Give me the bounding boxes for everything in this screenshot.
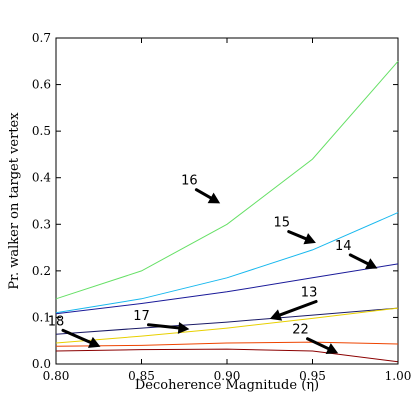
annotation-arrow-17 [147,323,180,330]
annotation-layer: 16 15 14 13 17 18 22 [48,174,378,354]
x-tick-label: 1.00 [385,369,412,383]
annotation-arrow-13 [278,299,318,317]
annotation-arrow-18 [61,328,92,344]
x-tick-label: 0.80 [43,369,70,383]
y-tick-label: 0.5 [32,124,51,138]
y-tick-label: 0.0 [32,357,51,371]
annotation-label-16: 16 [181,174,198,189]
y-tick-label: 0.4 [32,171,51,185]
series-line-18 [55,341,399,347]
annotation-label-22: 22 [292,323,309,338]
annotation-arrowhead-15 [303,233,316,245]
annotation-label-15: 15 [273,216,290,231]
y-tick-label: 0.2 [32,264,51,278]
annotation-arrowhead-22 [325,343,339,354]
annotation-arrow-16 [194,188,213,200]
series-line-15 [55,212,399,314]
y-tick-label: 0.7 [32,31,51,45]
annotation-arrowhead-14 [364,258,378,269]
series-line-13 [55,307,399,335]
x-tick-label: 0.90 [214,369,241,383]
annotation-label-18: 18 [48,314,65,329]
annotation-arrowhead-13 [269,309,283,321]
series-layer [55,60,399,363]
x-axis-label: Decoherence Magnitude (η) [135,378,319,393]
annotation-label-17: 17 [133,309,150,324]
annotation-label-14: 14 [335,239,352,254]
annotation-arrow-14 [348,253,370,266]
series-line-17 [55,307,399,344]
annotation-arrowhead-17 [177,321,190,334]
x-tick-label: 0.85 [128,369,155,383]
series-line-22 [55,348,399,363]
y-tick-label: 0.3 [32,217,51,231]
y-tick-label: 0.6 [32,78,51,92]
y-tick-label: 0.1 [32,310,51,324]
plot-frame [55,37,399,365]
series-line-16 [55,60,399,300]
annotation-arrow-15 [287,230,308,241]
annotation-arrow-22 [306,337,330,351]
series-line-14 [55,263,399,315]
tick-layer: 0.80 0.85 0.90 0.95 1.00 0.0 0.1 0.2 0.3 0.4 0.5 0.… [32,31,411,383]
y-axis-label: Pr. walker on target vertex [7,112,22,290]
annotation-arrowhead-18 [87,336,101,348]
x-tick-label: 0.95 [299,369,326,383]
annotation-label-13: 13 [301,285,318,300]
annotation-arrowhead-16 [207,192,221,204]
